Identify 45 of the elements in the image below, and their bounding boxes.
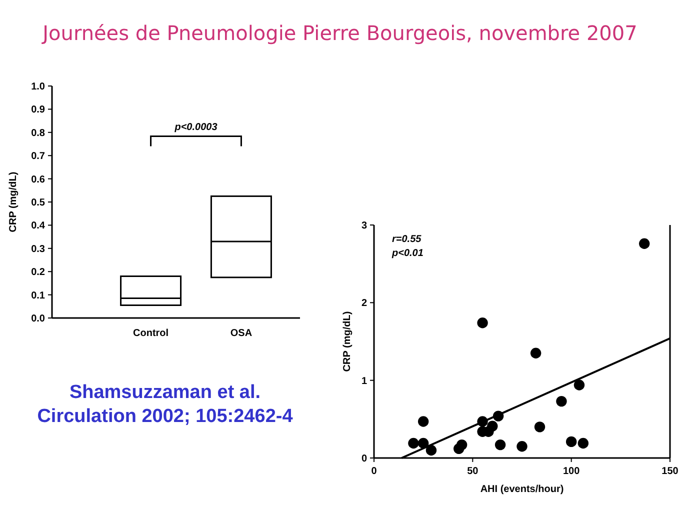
y-axis-title: CRP (mg/dL) — [8, 172, 19, 232]
point — [494, 439, 506, 450]
text: Journées de Pneumologie Pierre Bourgeois, novembre 2007 — [40, 21, 638, 45]
point — [426, 444, 437, 456]
y-tick-label: 1 — [361, 376, 368, 387]
point — [530, 348, 542, 358]
x-axis-title: AHI (events/hour) — [480, 484, 564, 495]
x-tick-label: 150 — [662, 466, 679, 477]
point — [408, 438, 419, 449]
y-axis-title: CRP (mg/dL) — [342, 311, 353, 372]
y-tick-label: 0.1 — [31, 290, 46, 302]
y-tick-label: 2 — [361, 298, 368, 310]
x-tick-label: 0 — [371, 466, 378, 477]
point — [477, 318, 488, 328]
y-tick-label: 0 — [361, 454, 368, 464]
y-tick-label: 0.7 — [31, 151, 46, 162]
text: Shamsuzzaman et al. Circulation 2002; 105:2462-4 — [37, 382, 294, 427]
y-tick-label: 3 — [361, 220, 368, 232]
y-tick-label: 0.3 — [31, 244, 46, 255]
x-tick-label: 50 — [467, 466, 479, 477]
y-tick-label: 1.0 — [31, 82, 46, 92]
point — [418, 438, 429, 449]
point — [638, 238, 650, 249]
point — [418, 416, 429, 427]
point — [487, 420, 498, 432]
annotation: r=0.55 — [392, 234, 422, 245]
point — [534, 422, 546, 432]
y-tick-label: 0.8 — [31, 128, 46, 139]
y-tick-label: 0.5 — [31, 198, 46, 208]
x-tick-label: OSA — [230, 328, 252, 339]
y-tick-label: 0.9 — [31, 104, 46, 116]
y-tick-label: 0.2 — [31, 267, 46, 278]
y-tick-label: 0.6 — [31, 174, 46, 186]
point — [566, 436, 577, 448]
y-tick-label: 0.0 — [31, 314, 46, 324]
point — [456, 439, 468, 450]
x-tick-label: 100 — [562, 466, 580, 477]
annotation: p<0.0003 — [174, 122, 218, 134]
point — [574, 380, 585, 390]
annotation: p<0.01 — [391, 248, 424, 259]
point — [578, 438, 589, 449]
x-tick-label: Control — [133, 328, 169, 339]
y-tick-label: 0.4 — [31, 220, 46, 232]
point — [516, 441, 528, 452]
point — [556, 396, 567, 407]
